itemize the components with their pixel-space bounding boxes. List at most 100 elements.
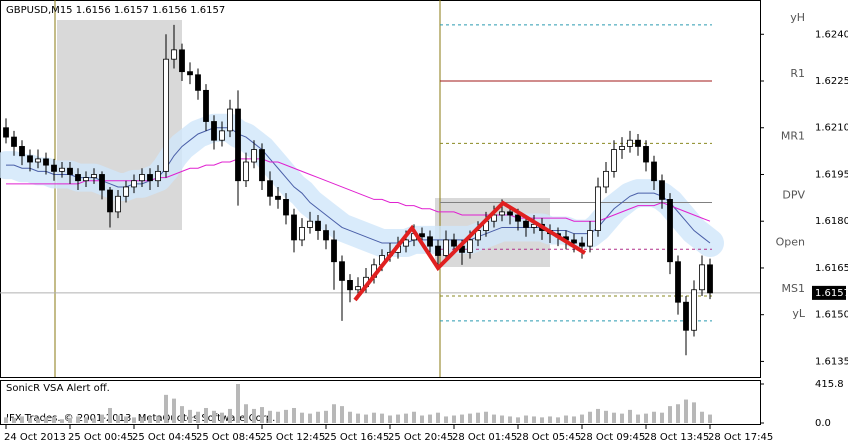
volume-bar [596, 408, 600, 423]
candle-body [227, 108, 233, 132]
volume-bar [492, 414, 496, 423]
volume-bar [116, 415, 120, 423]
candle-body [179, 49, 185, 73]
volume-bar [692, 402, 696, 423]
moving-average [6, 158, 711, 222]
volume-bar [252, 408, 256, 423]
volume-bar [308, 413, 312, 423]
candle-body [491, 214, 497, 222]
level-layer: yH R1 MR1 DPV Open MS1 yL [0, 11, 806, 322]
x-tick-label: 28 Oct 09:45 [580, 432, 645, 443]
volume-bar [676, 404, 680, 423]
volume-bar [500, 415, 504, 423]
volume-bar [532, 416, 536, 423]
candle-body [307, 220, 313, 228]
candle-body [203, 89, 209, 122]
candle-body [635, 139, 641, 147]
volume-bar [420, 415, 424, 423]
candle-body [595, 186, 601, 231]
volume-bar [156, 416, 160, 423]
candle-body [507, 211, 513, 216]
pivot-label: MR1 [781, 129, 805, 142]
volume-bar [124, 416, 128, 423]
candle-body [315, 220, 321, 231]
volume-bar [140, 417, 144, 423]
volume-bar [516, 417, 520, 423]
candle-body [691, 289, 697, 331]
candle-body [427, 236, 433, 247]
candle-body [267, 180, 273, 197]
volume-bar [636, 414, 640, 423]
candle-body [667, 199, 673, 263]
candle-body [243, 161, 249, 182]
volume-bar [244, 404, 248, 423]
candle-body [11, 136, 17, 147]
candle-body [339, 261, 345, 281]
candle-body [51, 164, 57, 172]
candle-body [251, 149, 257, 163]
y-tick-label: 1.6150 [815, 310, 848, 321]
candle-body [499, 211, 505, 216]
volume-bar [644, 413, 648, 423]
volume-bar [564, 415, 568, 423]
volume-bar [556, 417, 560, 423]
x-tick-label: 28 Oct 13:45 [644, 432, 709, 443]
volume-bar [52, 416, 56, 423]
volume-bar [412, 411, 416, 423]
indicator-tick-label: 415.8 [815, 379, 844, 390]
volume-bar [148, 416, 152, 423]
candle-body [139, 174, 145, 182]
price-tag-label: 1.6157 [815, 288, 848, 299]
candle-body [619, 146, 625, 150]
candle-body [131, 180, 137, 188]
candle-body [107, 189, 113, 213]
candle-body [43, 158, 49, 166]
volume-bar [476, 412, 480, 423]
volume-bar [204, 407, 208, 423]
volume-bar [404, 413, 408, 423]
y-tick-label: 1.6210 [815, 123, 848, 134]
volume-bar [364, 414, 368, 423]
volume-bar [44, 417, 48, 423]
volume-bar [4, 417, 8, 423]
volume-bar [436, 412, 440, 423]
candle-body [59, 167, 65, 172]
x-tick-label: 25 Oct 16:45 [324, 432, 389, 443]
candle-body [19, 146, 25, 157]
candle-body [123, 186, 129, 197]
candle-body [531, 223, 537, 228]
pivot-label: yH [790, 11, 805, 24]
volume-bar [388, 415, 392, 423]
candle-body [99, 174, 105, 191]
volume-bar [172, 398, 176, 423]
volume-bar [444, 416, 448, 423]
volume-bar [604, 410, 608, 423]
indicator-tick-label: 0.0 [815, 418, 831, 429]
volume-bar [20, 416, 24, 423]
volume-bar [76, 416, 80, 423]
x-tick-label: 25 Oct 12:45 [260, 432, 325, 443]
y-tick-label: 1.6180 [815, 216, 848, 227]
x-tick-label: 25 Oct 04:45 [132, 432, 197, 443]
candle-body [419, 233, 425, 238]
candle-body [707, 264, 713, 294]
volume-bar [588, 411, 592, 423]
volume-bar [316, 411, 320, 423]
x-tick-label: 25 Oct 20:45 [388, 432, 453, 443]
candle-body [683, 301, 689, 331]
candle-body [451, 239, 457, 247]
volume-bar [652, 411, 656, 423]
candle-body [275, 195, 281, 200]
candle-body [27, 155, 33, 163]
volume-bar [220, 412, 224, 423]
candle-body [163, 58, 169, 172]
volume-bar [684, 399, 688, 423]
pivot-label: Open [776, 235, 805, 248]
pivot-label: yL [792, 307, 806, 320]
volume-bar [188, 409, 192, 423]
candle-body [651, 161, 657, 182]
volume-bar [228, 408, 232, 423]
candle-body [611, 149, 617, 172]
volume-bar [60, 419, 64, 423]
